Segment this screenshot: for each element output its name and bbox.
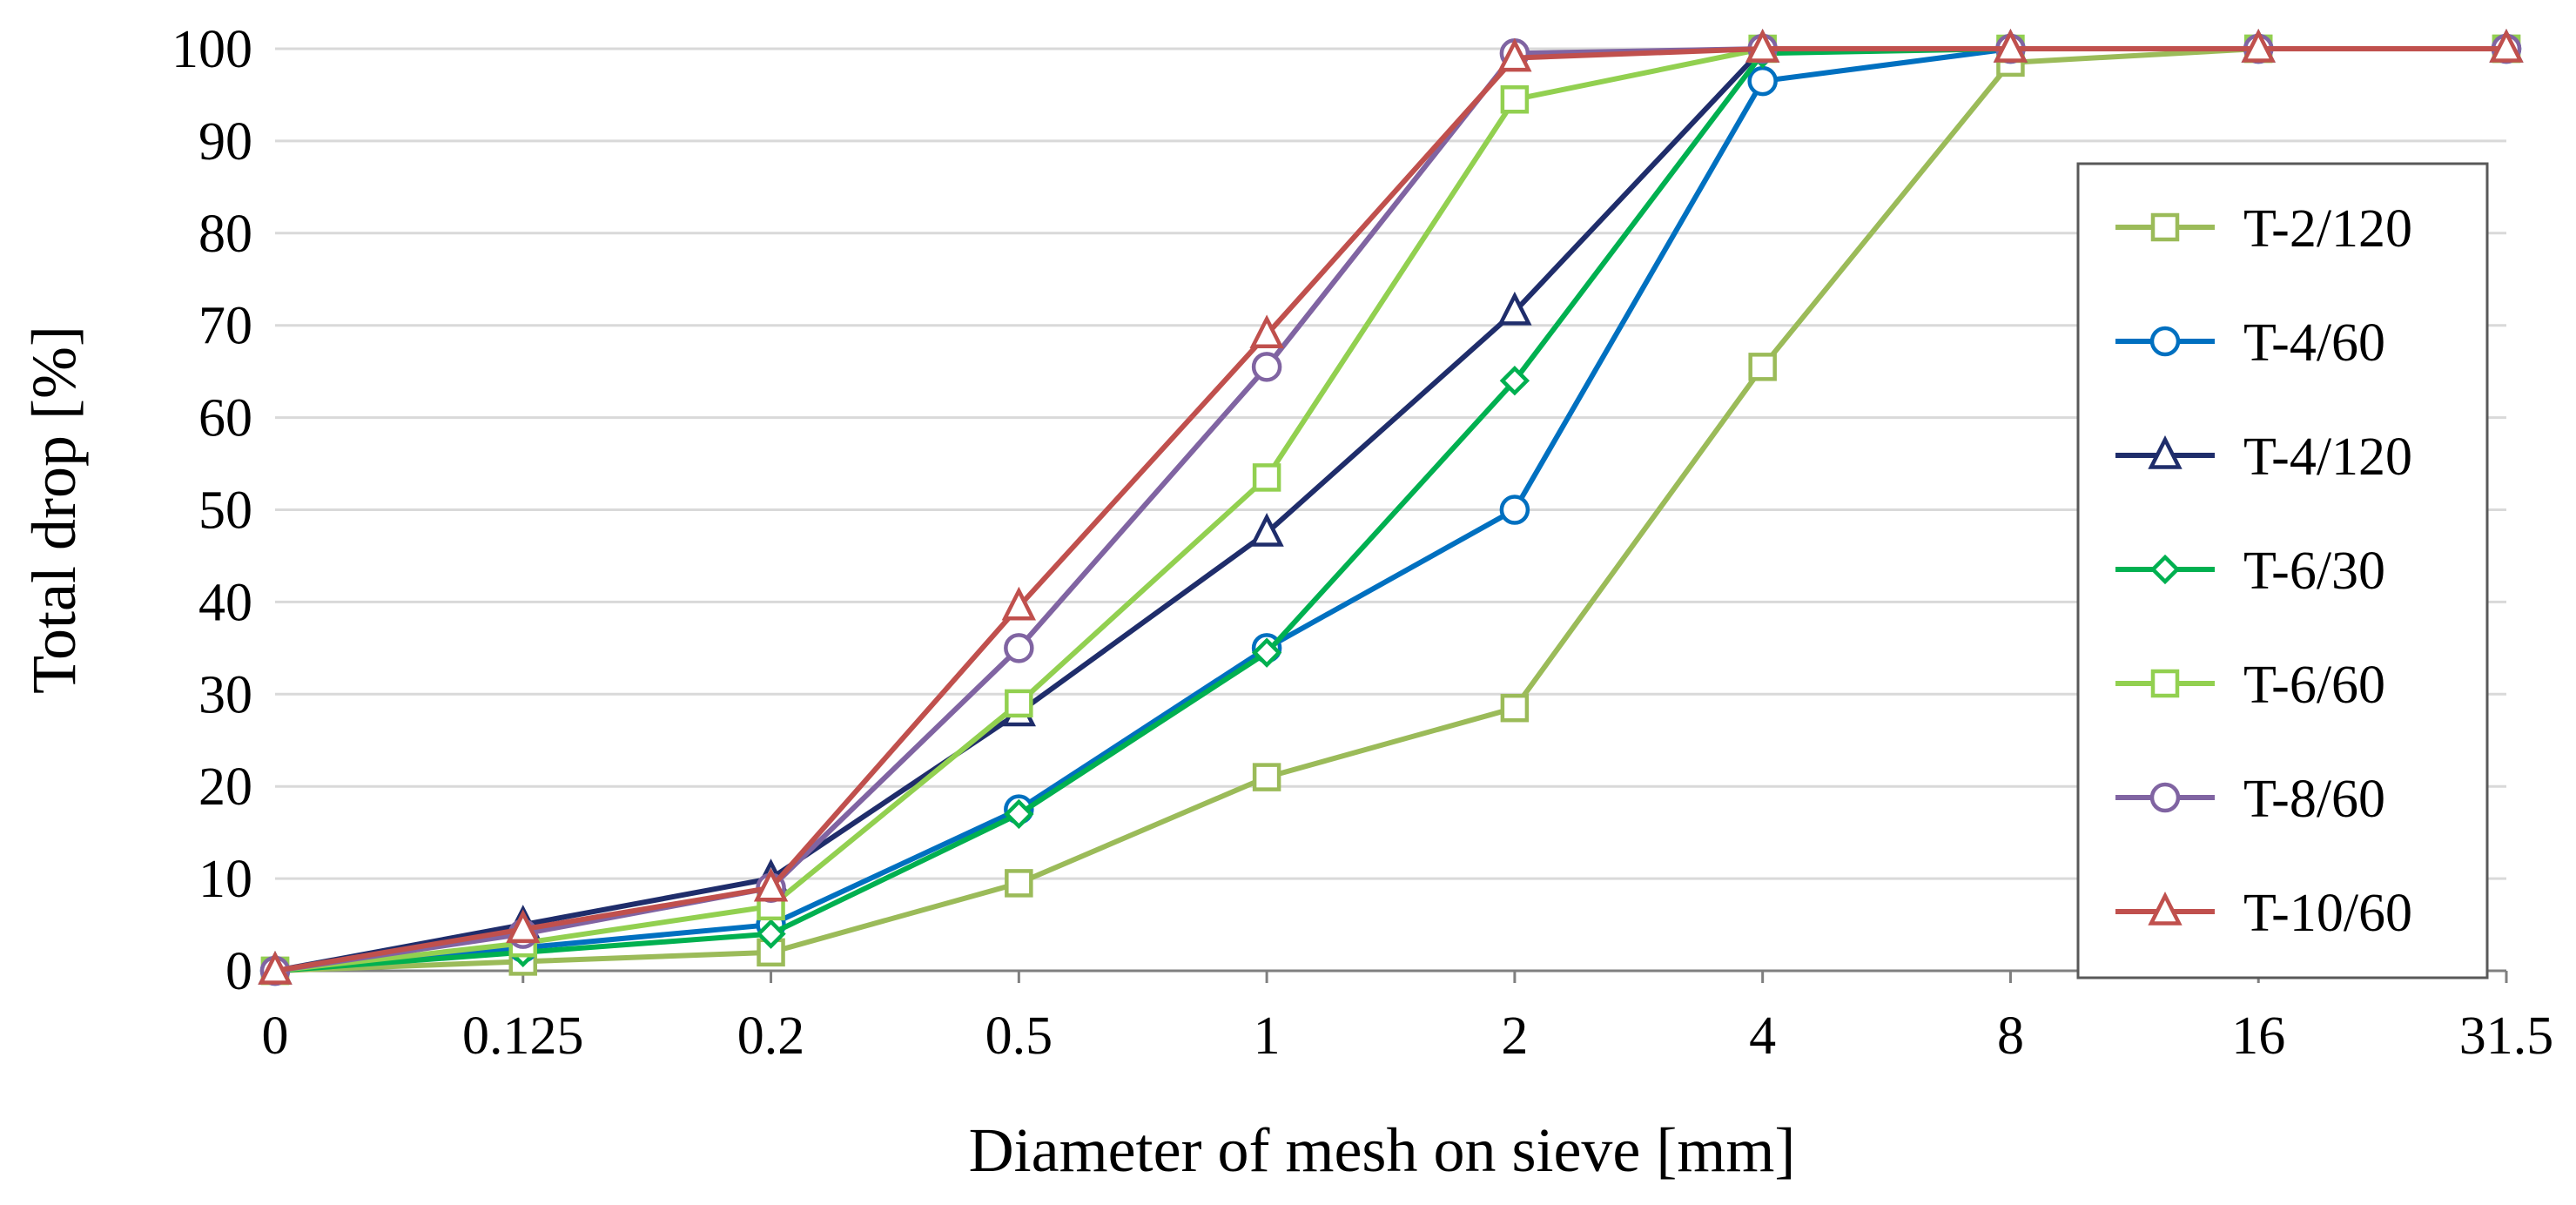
grid-layer xyxy=(275,47,2506,973)
legend-label: T-8/60 xyxy=(2243,770,2385,829)
data-point xyxy=(1001,586,1036,621)
legend-item: T-2/120 xyxy=(2115,199,2412,259)
data-point xyxy=(1252,763,1281,791)
data-point xyxy=(1497,291,1532,326)
data-point xyxy=(1499,495,1530,525)
data-point xyxy=(1251,352,1282,382)
series-T-10/60 xyxy=(258,29,2524,985)
data-point xyxy=(2489,29,2524,63)
legend-marker xyxy=(2150,212,2180,242)
data-point xyxy=(258,951,293,985)
legend-label: T-4/60 xyxy=(2243,313,2385,373)
data-point xyxy=(1497,37,1532,72)
legend-marker xyxy=(2149,782,2181,813)
data-point xyxy=(1004,633,1034,663)
y-tick-label: 10 xyxy=(198,850,252,909)
x-tick-label: 0.125 xyxy=(462,1006,584,1066)
legend-item: T-4/60 xyxy=(2115,313,2385,373)
series-layer xyxy=(258,29,2524,986)
data-point xyxy=(1249,314,1284,349)
legend-label: T-6/30 xyxy=(2243,542,2385,601)
y-tick-label: 80 xyxy=(198,205,252,264)
data-point xyxy=(1251,637,1282,668)
x-tick-label: 31.5 xyxy=(2459,1006,2554,1066)
legend-marker xyxy=(2149,554,2181,585)
data-point xyxy=(1747,65,1778,97)
data-point xyxy=(1745,29,1780,63)
series-line xyxy=(274,46,2506,973)
x-tick-label: 0.2 xyxy=(737,1006,805,1066)
x-tick-label: 16 xyxy=(2231,1006,2285,1066)
data-point xyxy=(1500,693,1530,723)
y-tick-label: 50 xyxy=(198,481,252,541)
series-line xyxy=(274,46,2506,973)
data-point xyxy=(1005,689,1033,718)
x-tick-label: 1 xyxy=(1254,1006,1281,1066)
y-tick-label: 100 xyxy=(172,20,252,79)
data-point xyxy=(1252,463,1281,492)
x-tick-label: 0.5 xyxy=(985,1006,1053,1066)
data-point xyxy=(1004,798,1034,830)
x-tick-label: 0 xyxy=(262,1006,289,1066)
legend-label: T-10/60 xyxy=(2243,884,2412,943)
y-tick-label: 60 xyxy=(198,389,252,448)
legend: T-2/120 T-4/60 T-4/120 T-6/30 T-6/60 T-8/60 T-… xyxy=(2076,162,2489,979)
y-tick-label: 70 xyxy=(198,297,252,356)
legend-item: T-8/60 xyxy=(2115,770,2385,829)
x-tick-label: 2 xyxy=(1501,1006,1528,1066)
y-tick-label: 40 xyxy=(198,573,252,632)
y-tick-label: 90 xyxy=(198,112,252,172)
legend-marker xyxy=(2150,669,2180,698)
data-point xyxy=(753,867,789,902)
data-point xyxy=(1993,29,2028,63)
legend-item: T-4/120 xyxy=(2115,427,2412,487)
legend-label: T-4/120 xyxy=(2243,427,2412,487)
legend-marker xyxy=(2148,435,2183,469)
data-point xyxy=(1005,869,1033,898)
legend-item: T-10/60 xyxy=(2115,884,2412,943)
legend-label: T-6/60 xyxy=(2243,656,2385,715)
y-axis-title: Total drop [%] xyxy=(19,326,89,694)
data-point xyxy=(2241,29,2276,63)
x-axis-title: Diameter of mesh on sieve [mm] xyxy=(969,1115,1796,1185)
legend-label: T-2/120 xyxy=(2243,199,2412,259)
data-point xyxy=(1748,353,1777,381)
data-point xyxy=(506,909,541,944)
x-tick-label: 8 xyxy=(1997,1006,2024,1066)
x-tick-label: 4 xyxy=(1749,1006,1776,1066)
data-point xyxy=(1499,366,1530,396)
y-tick-label: 0 xyxy=(225,942,252,1001)
data-point xyxy=(1500,84,1530,114)
legend-marker xyxy=(2149,326,2181,357)
legend-item: T-6/30 xyxy=(2115,542,2385,601)
y-tick-label: 30 xyxy=(198,665,252,724)
legend-marker xyxy=(2148,892,2183,926)
data-point xyxy=(1249,513,1284,547)
data-point xyxy=(756,919,786,949)
legend-item: T-6/60 xyxy=(2115,656,2385,715)
y-tick-label: 20 xyxy=(198,757,252,817)
